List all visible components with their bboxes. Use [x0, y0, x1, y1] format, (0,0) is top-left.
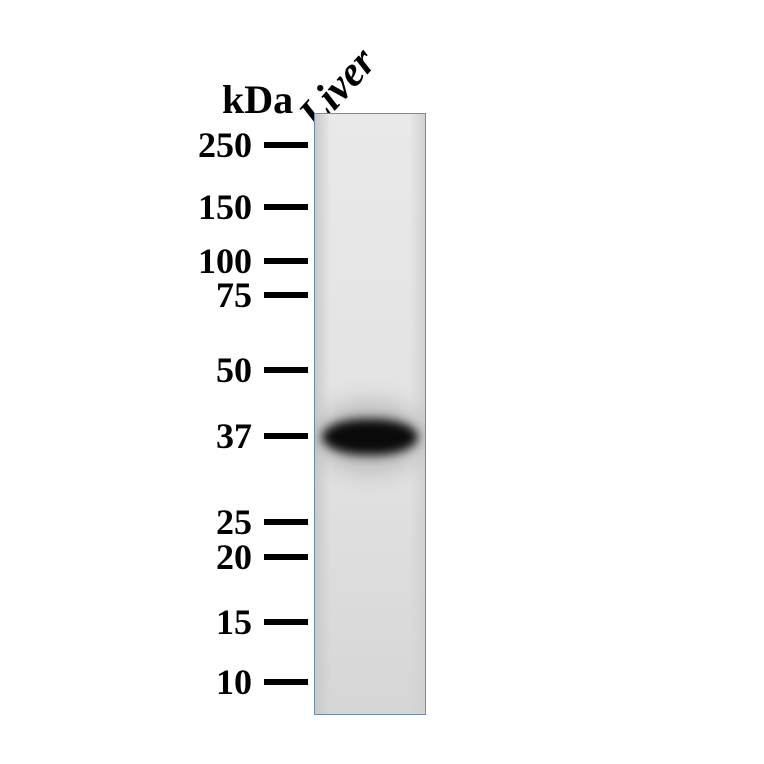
ladder-value: 15 — [216, 601, 252, 643]
ladder-tick — [264, 619, 308, 625]
ladder-tick — [264, 258, 308, 264]
ladder-value: 50 — [216, 349, 252, 391]
ladder-value: 10 — [216, 661, 252, 703]
ladder-tick — [264, 433, 308, 439]
ladder-marker: 10 — [216, 661, 308, 703]
ladder-marker: 15 — [216, 601, 308, 643]
ladder-value: 37 — [216, 415, 252, 457]
blot-lane — [314, 113, 426, 715]
ladder-marker: 37 — [216, 415, 308, 457]
ladder-marker: 75 — [216, 274, 308, 316]
ladder-value: 250 — [198, 124, 252, 166]
ladder-value: 75 — [216, 274, 252, 316]
ladder-marker: 50 — [216, 349, 308, 391]
ladder-tick — [264, 554, 308, 560]
ladder-marker: 250 — [198, 124, 308, 166]
ladder-marker: 20 — [216, 536, 308, 578]
ladder-value: 150 — [198, 186, 252, 228]
ladder-tick — [264, 292, 308, 298]
ladder-tick — [264, 204, 308, 210]
protein-band — [322, 419, 418, 455]
blot-figure: kDa Liver 25015010075503725201510 — [120, 40, 660, 720]
ladder-value: 20 — [216, 536, 252, 578]
kda-unit-label: kDa — [222, 76, 293, 123]
ladder-tick — [264, 679, 308, 685]
ladder-tick — [264, 142, 308, 148]
ladder-tick — [264, 367, 308, 373]
ladder-tick — [264, 519, 308, 525]
ladder-marker: 150 — [198, 186, 308, 228]
